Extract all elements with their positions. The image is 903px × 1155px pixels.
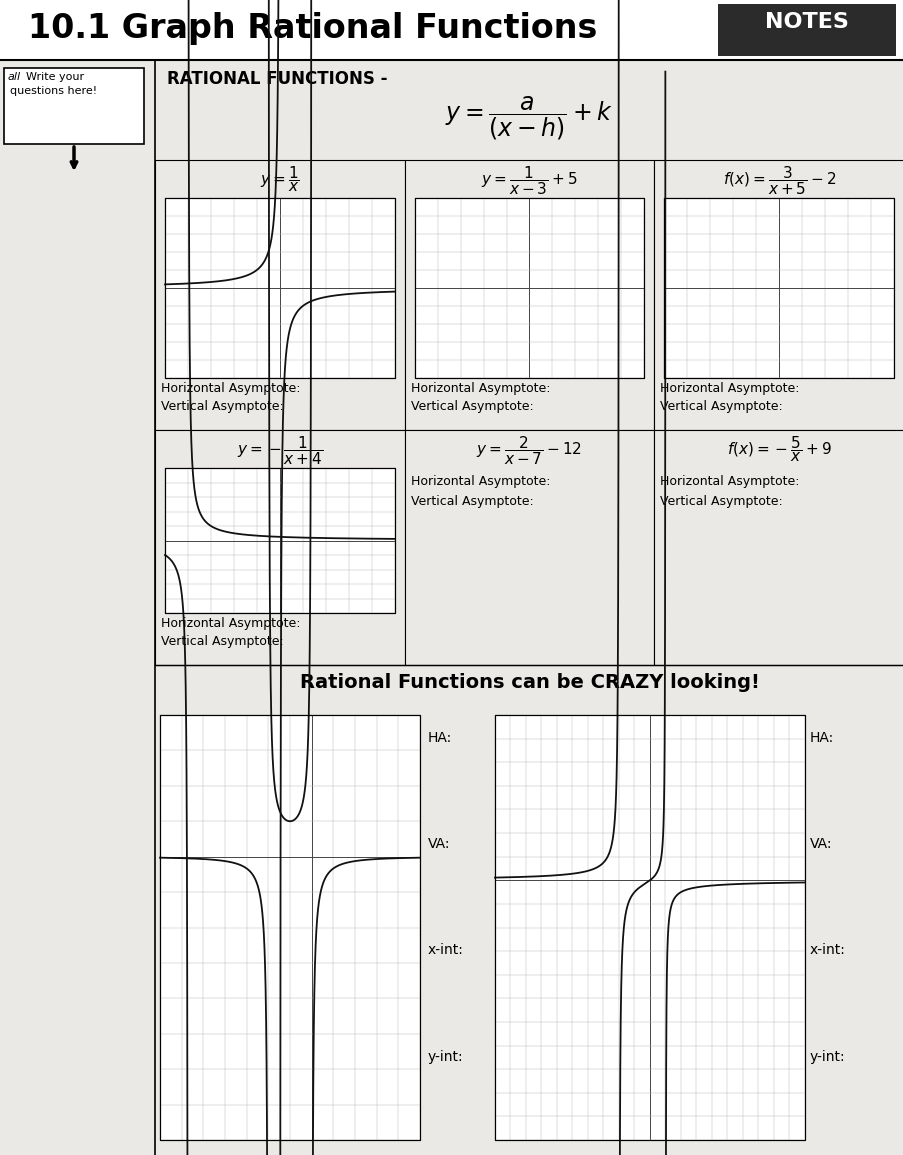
Text: $y = \dfrac{1}{x-3}+5$: $y = \dfrac{1}{x-3}+5$ xyxy=(480,164,577,196)
Text: Vertical Asymptote:: Vertical Asymptote: xyxy=(161,635,284,648)
Text: Vertical Asymptote:: Vertical Asymptote: xyxy=(659,400,782,413)
Text: Vertical Asymptote:: Vertical Asymptote: xyxy=(410,495,533,508)
Bar xyxy=(0,0,903,60)
Bar xyxy=(405,430,654,665)
Text: y-int:: y-int: xyxy=(427,1050,463,1064)
Bar xyxy=(165,468,395,613)
Bar xyxy=(717,3,895,55)
Text: $y = -\dfrac{1}{x+4}$: $y = -\dfrac{1}{x+4}$ xyxy=(237,434,322,467)
Bar xyxy=(495,715,804,1140)
Text: questions here!: questions here! xyxy=(10,85,97,96)
Text: Vertical Asymptote:: Vertical Asymptote: xyxy=(659,495,782,508)
Text: Horizontal Asymptote:: Horizontal Asymptote: xyxy=(161,617,300,629)
Text: Horizontal Asymptote:: Horizontal Asymptote: xyxy=(659,475,799,489)
Bar xyxy=(160,715,420,1140)
Bar xyxy=(154,161,405,430)
Text: Horizontal Asymptote:: Horizontal Asymptote: xyxy=(161,382,300,395)
Text: VA:: VA: xyxy=(427,837,450,851)
Bar xyxy=(165,468,395,613)
Text: HA:: HA: xyxy=(809,731,833,745)
Bar xyxy=(165,198,395,378)
Text: $y = \dfrac{a}{(x-h)}+k$: $y = \dfrac{a}{(x-h)}+k$ xyxy=(445,95,613,142)
Text: Rational Functions can be CRAZY looking!: Rational Functions can be CRAZY looking! xyxy=(299,673,759,692)
Text: VA:: VA: xyxy=(809,837,832,851)
Bar xyxy=(664,198,893,378)
Text: y-int:: y-int: xyxy=(809,1050,844,1064)
Text: NOTES: NOTES xyxy=(764,12,848,32)
Text: 10.1 Graph Rational Functions: 10.1 Graph Rational Functions xyxy=(28,12,597,45)
Bar xyxy=(495,715,804,1140)
Bar xyxy=(165,198,395,378)
Text: Write your: Write your xyxy=(26,72,84,82)
Bar xyxy=(414,198,644,378)
Text: Vertical Asymptote:: Vertical Asymptote: xyxy=(410,400,533,413)
Bar xyxy=(414,198,644,378)
Text: $y = \dfrac{1}{x}$: $y = \dfrac{1}{x}$ xyxy=(260,164,300,194)
Bar xyxy=(154,430,405,665)
Text: RATIONAL FUNCTIONS -: RATIONAL FUNCTIONS - xyxy=(167,70,387,88)
Text: $y = \dfrac{2}{x-7}-12$: $y = \dfrac{2}{x-7}-12$ xyxy=(476,434,582,467)
Bar xyxy=(654,161,903,430)
Text: $f(x) = -\dfrac{5}{x}+9$: $f(x) = -\dfrac{5}{x}+9$ xyxy=(726,434,831,464)
Text: HA:: HA: xyxy=(427,731,452,745)
Text: Horizontal Asymptote:: Horizontal Asymptote: xyxy=(659,382,799,395)
Text: Vertical Asymptote:: Vertical Asymptote: xyxy=(161,400,284,413)
Text: x-int:: x-int: xyxy=(427,944,463,957)
Bar xyxy=(4,68,144,144)
Bar xyxy=(664,198,893,378)
Text: x-int:: x-int: xyxy=(809,944,845,957)
Text: Horizontal Asymptote:: Horizontal Asymptote: xyxy=(410,475,550,489)
Text: $f(x) = \dfrac{3}{x+5}-2$: $f(x) = \dfrac{3}{x+5}-2$ xyxy=(721,164,835,196)
Bar xyxy=(160,715,420,1140)
Text: all: all xyxy=(8,72,21,82)
Text: Horizontal Asymptote:: Horizontal Asymptote: xyxy=(410,382,550,395)
Bar xyxy=(654,430,903,665)
Bar xyxy=(405,161,654,430)
